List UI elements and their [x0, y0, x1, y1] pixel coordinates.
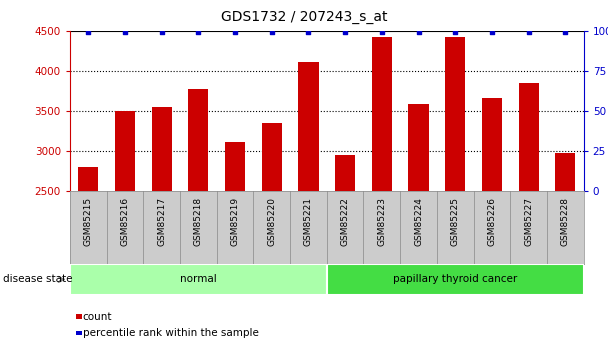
- Point: [340, 30, 350, 35]
- Bar: [327, 264, 584, 295]
- Point: [193, 30, 203, 35]
- Text: GSM85219: GSM85219: [230, 197, 240, 246]
- Bar: [299, 62, 319, 191]
- Text: GSM85218: GSM85218: [194, 197, 203, 246]
- Point: [230, 30, 240, 35]
- Bar: [78, 167, 98, 191]
- Bar: [225, 142, 245, 191]
- Text: GSM85227: GSM85227: [524, 197, 533, 246]
- Text: count: count: [83, 312, 112, 322]
- Bar: [151, 107, 171, 191]
- Point: [267, 30, 277, 35]
- Bar: [70, 264, 327, 295]
- Bar: [519, 83, 539, 191]
- Point: [83, 30, 93, 35]
- Text: normal: normal: [180, 275, 216, 284]
- Text: disease state: disease state: [3, 275, 72, 284]
- Bar: [371, 37, 392, 191]
- Point: [413, 30, 423, 35]
- Text: GSM85228: GSM85228: [561, 197, 570, 246]
- Bar: [188, 89, 209, 191]
- Text: GSM85225: GSM85225: [451, 197, 460, 246]
- Text: GSM85224: GSM85224: [414, 197, 423, 246]
- Text: GSM85226: GSM85226: [488, 197, 497, 246]
- Point: [523, 30, 533, 35]
- Bar: [335, 155, 355, 191]
- Bar: [445, 38, 465, 191]
- Text: GSM85217: GSM85217: [157, 197, 166, 246]
- Point: [561, 30, 570, 35]
- Bar: [261, 123, 282, 191]
- Text: percentile rank within the sample: percentile rank within the sample: [83, 328, 258, 338]
- Point: [451, 30, 460, 35]
- Point: [303, 30, 313, 35]
- Text: GSM85223: GSM85223: [378, 197, 386, 246]
- Bar: [409, 104, 429, 191]
- Text: GSM85216: GSM85216: [120, 197, 130, 246]
- Point: [487, 30, 497, 35]
- Point: [120, 30, 130, 35]
- Point: [157, 30, 167, 35]
- Text: GSM85221: GSM85221: [304, 197, 313, 246]
- Point: [377, 30, 387, 35]
- Text: papillary thyroid cancer: papillary thyroid cancer: [393, 275, 517, 284]
- Text: GSM85222: GSM85222: [340, 197, 350, 246]
- Bar: [482, 98, 502, 191]
- Bar: [555, 153, 575, 191]
- Text: GSM85220: GSM85220: [268, 197, 276, 246]
- Text: GDS1732 / 207243_s_at: GDS1732 / 207243_s_at: [221, 10, 387, 24]
- Bar: [115, 111, 135, 191]
- Text: GSM85215: GSM85215: [84, 197, 93, 246]
